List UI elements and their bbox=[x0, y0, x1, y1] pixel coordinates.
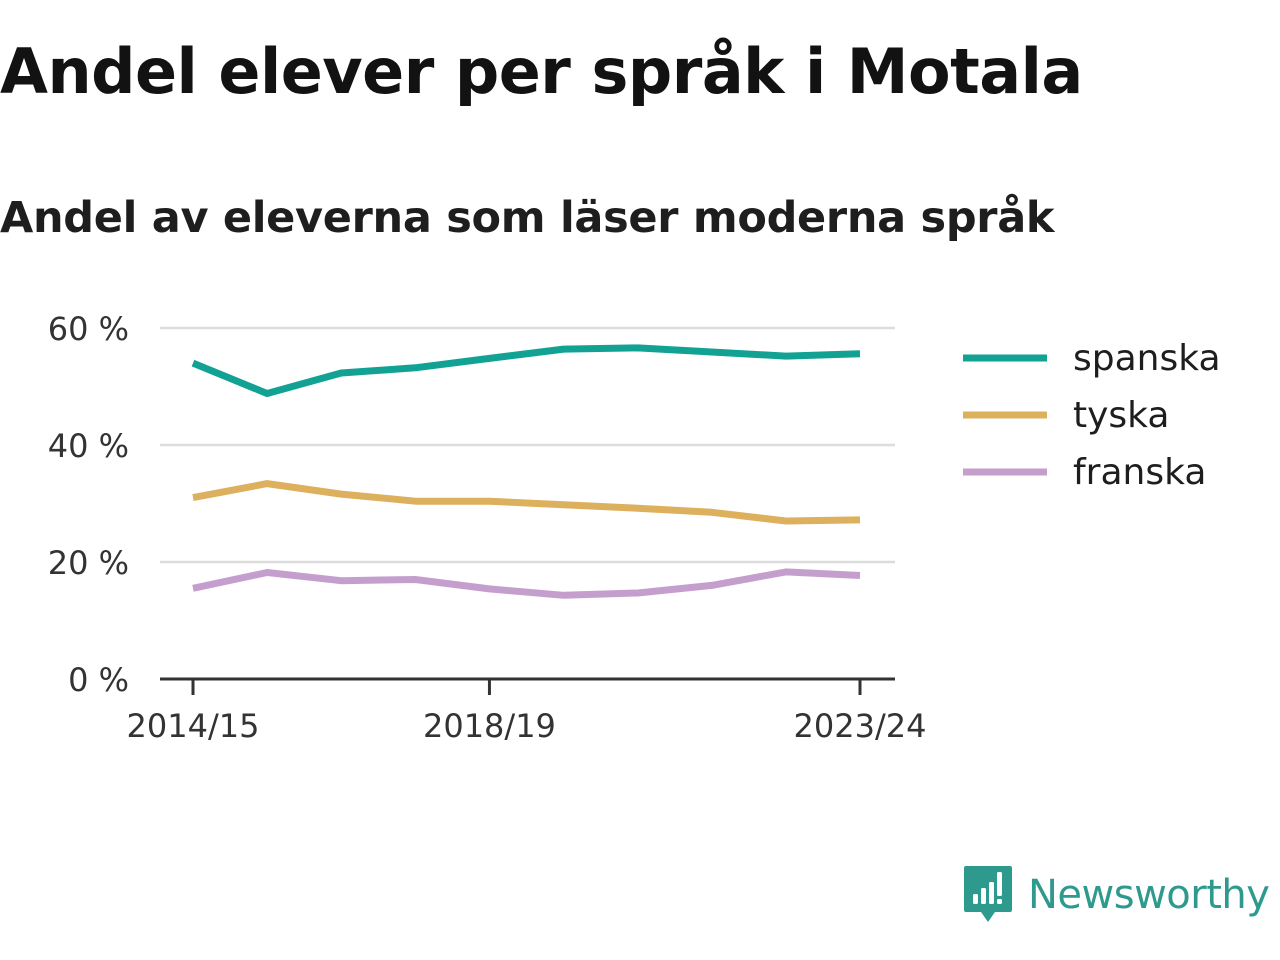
y-tick-label: 60 % bbox=[48, 310, 129, 348]
brand-name: Newsworthy bbox=[1028, 872, 1270, 918]
series-line-spanska bbox=[191, 344, 861, 397]
legend-label-tyska: tyska bbox=[1073, 395, 1169, 436]
series-line-franska bbox=[192, 568, 861, 599]
series-line-tyska bbox=[192, 480, 861, 525]
x-tick-label: 2014/15 bbox=[127, 707, 260, 745]
brand-logo: Newsworthy bbox=[962, 860, 1270, 930]
axes: 0 % 20 % 40 % 60 % 2014/15 2018/19 2023/24 bbox=[48, 310, 927, 745]
x-tick-label: 2018/19 bbox=[423, 707, 556, 745]
x-tick-label: 2023/24 bbox=[794, 707, 927, 745]
y-tick-label: 40 % bbox=[48, 427, 129, 465]
legend: spanska tyska franska bbox=[963, 338, 1221, 493]
legend-label-spanska: spanska bbox=[1073, 338, 1221, 379]
series-lines bbox=[191, 344, 861, 599]
chart-subtitle: Andel av eleverna som läser moderna språ… bbox=[0, 193, 1055, 243]
legend-label-franska: franska bbox=[1073, 452, 1206, 493]
y-tick-label: 0 % bbox=[68, 661, 129, 699]
grid-lines bbox=[160, 326, 895, 564]
newsworthy-logo-icon bbox=[964, 866, 1012, 922]
y-tick-label: 20 % bbox=[48, 544, 129, 582]
chart-title: Andel elever per språk i Motala bbox=[0, 35, 1083, 108]
